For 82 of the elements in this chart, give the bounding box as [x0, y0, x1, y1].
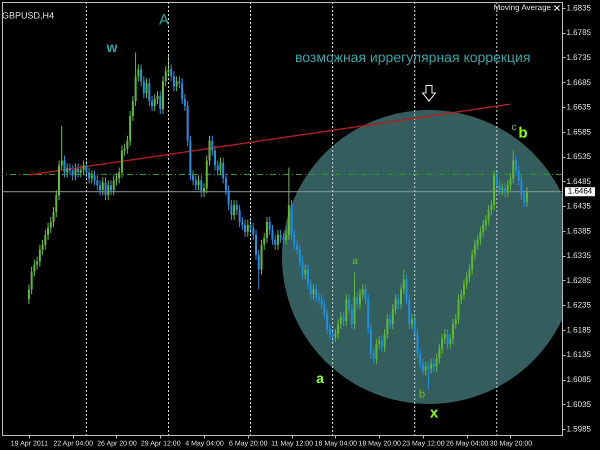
- y-tick-label: 1.6785: [566, 28, 592, 38]
- candlestick: [410, 314, 413, 330]
- candlestick: [358, 288, 361, 310]
- candlestick: [397, 294, 400, 310]
- candlestick: [198, 174, 200, 191]
- y-tick-label: 1.6685: [566, 78, 592, 87]
- y-tick-label: 1.6285: [566, 276, 592, 285]
- candlestick: [244, 219, 246, 238]
- candlestick: [496, 170, 498, 191]
- candlestick: [110, 180, 112, 196]
- annotation: w: [106, 39, 118, 55]
- candlestick: [148, 78, 150, 107]
- y-tick-label: 1.5985: [566, 424, 592, 434]
- y-tick-label: 1.6035: [566, 400, 592, 409]
- y-tick-label: 1.6535: [566, 152, 592, 162]
- candlestick: [38, 244, 41, 268]
- candlestick: [446, 328, 449, 350]
- annotation: a: [352, 256, 358, 267]
- candlestick: [107, 180, 110, 201]
- candlestick: [219, 157, 222, 176]
- annotation: b: [418, 388, 426, 400]
- candlestick: [332, 328, 334, 342]
- ref-line-label: 1.6464: [568, 186, 593, 196]
- candlestick: [389, 314, 392, 330]
- y-tick-label: 1.6835: [566, 3, 592, 12]
- candlestick: [424, 361, 427, 376]
- candlestick: [276, 229, 279, 250]
- candlestick: [380, 335, 383, 352]
- annotation: x: [430, 404, 438, 422]
- y-tick-label: 1.6635: [566, 102, 592, 112]
- candlestick: [176, 76, 178, 92]
- candlestick: [280, 229, 282, 244]
- candlestick: [356, 292, 358, 310]
- candlestick: [375, 338, 378, 364]
- annotation: Moving Average: [494, 3, 551, 12]
- candlestick: [112, 174, 115, 196]
- candlestick: [80, 164, 82, 178]
- candlestick: [427, 361, 430, 390]
- y-tick-label: 1.6185: [566, 325, 592, 334]
- candlestick: [159, 90, 162, 114]
- y-tick-label: 1.6085: [566, 375, 592, 384]
- candlestick: [430, 358, 432, 374]
- candlestick: [96, 174, 98, 191]
- candlestick: [345, 294, 348, 327]
- candlestick: [72, 164, 74, 181]
- candlestick: [74, 163, 76, 181]
- candlestick: [457, 294, 460, 325]
- candlestick: [194, 174, 197, 191]
- annotation: a: [316, 370, 324, 386]
- y-tick-label: 1.6385: [566, 226, 592, 236]
- candlestick: [282, 232, 284, 246]
- candlestick: [154, 94, 156, 112]
- candlestick: [200, 174, 202, 198]
- y-tick-label: 1.6585: [566, 127, 592, 136]
- candlestick: [90, 170, 93, 184]
- y-tick-label: 1.6335: [566, 251, 592, 260]
- candlestick: [526, 186, 528, 208]
- candlestick: [66, 163, 68, 178]
- y-tick-label: 1.6485: [566, 176, 592, 186]
- annotation: возможная иррегулярная коррекция: [295, 49, 530, 65]
- annotation: c: [512, 122, 516, 133]
- candlestick: [342, 312, 345, 327]
- candlestick: [82, 160, 85, 176]
- candlestick: [233, 200, 236, 220]
- candlestick: [304, 264, 306, 280]
- candlestick: [246, 219, 249, 238]
- candlestick: [432, 358, 435, 372]
- candlestick: [315, 284, 318, 303]
- y-tick-label: 1.6435: [566, 202, 592, 211]
- y-tick-label: 1.6235: [566, 300, 592, 310]
- candlestick: [63, 155, 66, 178]
- candlestick: [104, 176, 107, 201]
- candlestick: [312, 284, 314, 300]
- y-tick-label: 1.6735: [566, 52, 592, 62]
- candlestick: [99, 180, 102, 196]
- candlestick: [77, 163, 80, 178]
- y-tick-label: 1.6135: [566, 350, 592, 360]
- candlestick: [146, 78, 148, 99]
- candlestick: [501, 182, 504, 196]
- annotation: b: [518, 124, 528, 142]
- annotation: A: [158, 12, 170, 28]
- candlestick: [102, 176, 104, 196]
